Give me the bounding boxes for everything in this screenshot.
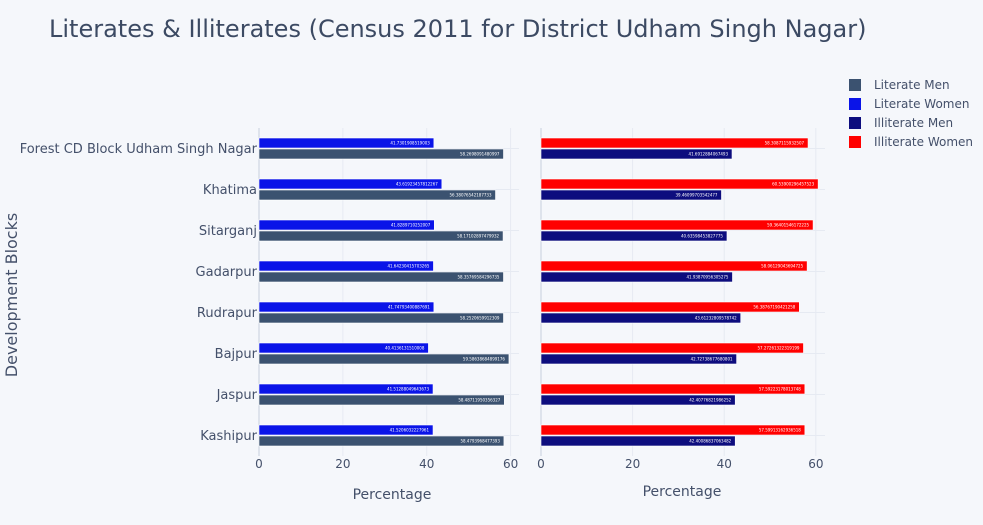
bar-illiterate-men xyxy=(540,435,736,447)
bar-illiterate-women xyxy=(540,383,806,395)
bar-illiterate-women xyxy=(540,137,809,149)
y-axis-title: Development Blocks xyxy=(2,213,21,377)
bar-data-label: 59.36401546172225 xyxy=(767,223,809,228)
bar-literate-women xyxy=(258,137,435,149)
y-tick-label: Gadarpur xyxy=(196,265,258,280)
bar-data-label: 59.58638684899176 xyxy=(463,357,505,362)
bar-data-label: 58.48711950356327 xyxy=(458,398,500,403)
bar-illiterate-men xyxy=(540,189,722,201)
bar-data-label: 57.27261322319199 xyxy=(757,346,799,351)
bar-data-label: 41.51288049643673 xyxy=(387,387,429,392)
bar-literate-men xyxy=(258,353,510,365)
bar-literate-men xyxy=(258,435,505,447)
bar-data-label: 42.40086837063482 xyxy=(689,439,731,444)
y-tick-label: Sitarganj xyxy=(199,224,257,239)
bar-illiterate-women xyxy=(540,342,804,354)
bar-illiterate-men xyxy=(540,353,737,365)
legend-swatch xyxy=(849,136,861,148)
bar-literate-women xyxy=(258,342,429,354)
bar-data-label: 41.93870956305275 xyxy=(686,275,728,280)
bar-data-label: 41.8289710252007 xyxy=(391,223,431,228)
bar-illiterate-men xyxy=(540,312,742,324)
bar-data-label: 40.4136131510008 xyxy=(385,346,425,351)
bar-literate-men xyxy=(258,312,504,324)
left-x-tick-label: 0 xyxy=(255,457,263,471)
bar-data-label: 56.38767190421258 xyxy=(753,305,795,310)
y-tick-label: Forest CD Block Udham Singh Nagar xyxy=(20,142,258,157)
y-tick-label: Jaspur xyxy=(216,388,258,403)
y-tick-label: Kashipur xyxy=(200,429,257,444)
bar-literate-women xyxy=(258,424,434,436)
left-x-tick-label: 60 xyxy=(503,457,518,471)
bar-literate-men xyxy=(258,148,504,160)
bar-data-label: 56.38076542187733 xyxy=(450,193,492,198)
bar-illiterate-women xyxy=(540,301,800,313)
y-tick-label: Khatima xyxy=(203,183,257,198)
plot-area: 0 20 40 60 58.4793968477393 58.48711950356327… xyxy=(20,128,825,471)
bar-data-label: 41.7301908519003 xyxy=(390,141,430,146)
bar-literate-women xyxy=(258,219,435,231)
bar-data-label: 58.06129043694725 xyxy=(761,264,803,269)
chart-title: Literates & Illiterates (Census 2011 for… xyxy=(49,15,866,43)
legend: Literate Men Literate Women Illiterate Men… xyxy=(849,78,973,149)
bar-illiterate-men xyxy=(540,271,733,283)
bar-data-label: 58.17102897479932 xyxy=(457,234,499,239)
bar-data-label: 41.74793400887691 xyxy=(388,305,430,310)
bar-literate-women xyxy=(258,260,434,272)
bar-data-label: 41.5206032227961 xyxy=(390,428,430,433)
bar-literate-women xyxy=(258,178,443,190)
bar-data-label: 57.59913162936518 xyxy=(759,428,801,433)
bar-illiterate-women xyxy=(540,178,819,190)
bar-illiterate-women xyxy=(540,260,808,272)
bar-illiterate-men xyxy=(540,394,736,406)
bar-literate-women xyxy=(258,301,435,313)
bar-data-label: 57.59223178013748 xyxy=(759,387,801,392)
legend-swatch xyxy=(849,117,861,129)
left-x-axis-title: Percentage xyxy=(353,487,432,503)
bar-data-label: 41.6912884067493 xyxy=(689,152,729,157)
right-x-tick-label: 20 xyxy=(625,457,640,471)
bar-data-label: 58.2520659912309 xyxy=(460,316,500,321)
left-x-tick-label: 40 xyxy=(419,457,434,471)
legend-label: Literate Women xyxy=(874,97,969,111)
bar-literate-men xyxy=(258,394,505,406)
bar-data-label: 58.3087115932507 xyxy=(765,141,805,146)
bar-data-label: 60.53900296457523 xyxy=(772,182,814,187)
bar-illiterate-women xyxy=(540,219,814,231)
legend-swatch xyxy=(849,79,861,91)
right-x-axis-title: Percentage xyxy=(643,484,722,500)
bar-data-label: 41.64230415703265 xyxy=(387,264,429,269)
bar-data-label: 43.61923457812267 xyxy=(396,182,438,187)
legend-swatch xyxy=(849,98,861,110)
legend-label: Illiterate Men xyxy=(874,116,953,130)
bar-literate-men xyxy=(258,271,504,283)
bar-data-label: 58.2698091480997 xyxy=(460,152,500,157)
bar-literate-men xyxy=(258,230,504,242)
bar-illiterate-men xyxy=(540,148,733,160)
y-tick-label: Rudrapur xyxy=(197,306,258,321)
right-x-tick-label: 0 xyxy=(537,457,545,471)
right-x-tick-label: 60 xyxy=(808,457,823,471)
left-x-tick-label: 20 xyxy=(335,457,350,471)
bar-illiterate-men xyxy=(540,230,728,242)
bar-data-label: 58.4793968477393 xyxy=(460,439,500,444)
bar-data-label: 58.35769584296735 xyxy=(457,275,499,280)
bar-data-label: 42.40776821986252 xyxy=(689,398,731,403)
bar-data-label: 42.72738677680801 xyxy=(691,357,733,362)
bar-illiterate-women xyxy=(540,424,806,436)
bar-data-label: 40.63598453827775 xyxy=(681,234,723,239)
y-tick-label: Bajpur xyxy=(215,347,258,362)
bar-data-label: 39.46099703542477 xyxy=(675,193,717,198)
bar-literate-men xyxy=(258,189,496,201)
bar-literate-women xyxy=(258,383,434,395)
bar-data-label: 43.61232809578742 xyxy=(695,316,737,321)
right-x-tick-label: 40 xyxy=(717,457,732,471)
legend-label: Literate Men xyxy=(874,78,950,92)
legend-label: Illiterate Women xyxy=(874,135,973,149)
